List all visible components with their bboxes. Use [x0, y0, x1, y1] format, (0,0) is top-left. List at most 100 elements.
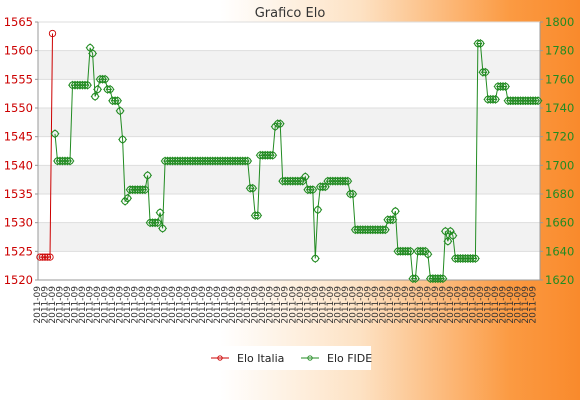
data-point-diamond — [155, 208, 165, 218]
data-point — [136, 186, 144, 194]
y-left-tick-label: 1550 — [4, 101, 33, 115]
x-tick-label: 2011-09 — [243, 286, 253, 324]
data-point-diamond — [405, 246, 415, 256]
data-point-diamond — [275, 119, 285, 129]
data-point — [401, 247, 410, 255]
x-tick-label: 2011-09 — [326, 286, 336, 324]
data-point — [424, 250, 432, 258]
data-point — [101, 75, 109, 83]
data-point — [489, 95, 497, 104]
data-point-diamond — [273, 119, 283, 129]
data-point — [239, 157, 247, 165]
y-right-tick-label: 1800 — [545, 15, 574, 29]
data-point-diamond — [475, 39, 485, 48]
data-point-diamond — [408, 274, 418, 284]
data-point-diamond — [435, 274, 445, 284]
legend-label: Elo Italia — [237, 352, 284, 365]
x-tick-label: 2011-09 — [198, 286, 208, 324]
data-point — [434, 274, 442, 283]
data-point — [416, 247, 425, 255]
data-point-diamond — [378, 225, 388, 235]
y-right-tick-label: 1740 — [545, 101, 574, 115]
x-tick-label: 2011-09 — [296, 286, 306, 324]
data-point — [376, 226, 384, 234]
x-tick-label: 2011-09 — [116, 286, 126, 324]
data-point — [319, 183, 327, 191]
data-point — [111, 97, 119, 105]
x-tick-label: 2011-09 — [483, 286, 493, 324]
data-point-diamond — [123, 193, 133, 203]
data-point-diamond — [103, 84, 113, 94]
data-point — [88, 49, 97, 58]
data-point — [141, 186, 149, 194]
x-tick-label: 2011-09 — [401, 286, 411, 324]
data-point — [481, 68, 490, 76]
data-point — [339, 177, 347, 185]
data-point-diamond — [443, 236, 453, 246]
data-point-diamond — [448, 231, 458, 241]
data-point — [379, 226, 387, 234]
x-tick-label: 2011-09 — [101, 286, 111, 324]
x-tick-label: 2011-09 — [258, 286, 268, 324]
data-point — [138, 186, 147, 194]
data-point-diamond — [93, 84, 103, 94]
chart-title: Grafico Elo — [255, 6, 326, 21]
data-point — [534, 97, 542, 105]
data-point — [411, 274, 420, 283]
x-tick-label: 2011-09 — [251, 286, 261, 324]
data-point-diamond — [531, 96, 540, 106]
x-tick-label: 2011-09 — [48, 286, 58, 324]
x-tick-label: 2011-09 — [236, 286, 246, 324]
legend-label: Elo FIDE — [327, 352, 372, 365]
y-left-tick-label: 1545 — [4, 130, 33, 144]
data-point — [501, 82, 510, 91]
data-point-diamond — [313, 205, 323, 215]
data-point — [151, 219, 159, 227]
data-point-diamond — [265, 150, 275, 160]
x-tick-label: 2011-09 — [521, 286, 531, 324]
data-point — [98, 75, 107, 83]
x-tick-label: 2011-09 — [71, 286, 81, 324]
x-tick-label: 2011-09 — [386, 286, 396, 324]
data-point — [143, 171, 152, 180]
data-point-diamond — [403, 246, 413, 256]
data-point-diamond — [150, 218, 160, 228]
data-point-diamond — [491, 94, 500, 104]
data-point — [113, 97, 122, 105]
x-tick-label: 2011-09 — [423, 286, 433, 324]
x-tick-label: 2011-09 — [33, 286, 43, 324]
data-point-diamond — [445, 226, 455, 236]
data-point — [381, 226, 389, 234]
x-tick-label: 2011-09 — [506, 286, 516, 324]
data-point — [409, 274, 417, 283]
data-point-diamond — [158, 223, 168, 233]
data-point-diamond — [470, 254, 480, 263]
data-point — [444, 237, 452, 245]
data-point — [349, 190, 357, 198]
data-point-diamond — [498, 82, 508, 91]
data-point — [96, 75, 104, 83]
data-point — [296, 177, 304, 185]
data-point-diamond — [345, 189, 355, 199]
data-point-diamond — [423, 249, 433, 259]
data-point-diamond — [380, 225, 390, 235]
x-tick-label: 2011-09 — [183, 286, 193, 324]
data-point — [106, 85, 114, 94]
data-point-diamond — [310, 254, 320, 263]
data-point-diamond — [390, 206, 400, 216]
data-point-diamond — [473, 39, 483, 48]
data-point-diamond — [318, 182, 328, 192]
x-tick-label: 2011-09 — [63, 286, 73, 324]
data-point — [391, 207, 400, 215]
y-right-tick-label: 1760 — [545, 72, 574, 86]
data-point — [38, 253, 47, 261]
data-point — [148, 219, 157, 227]
data-point — [153, 219, 162, 227]
data-point-diamond — [100, 74, 110, 84]
data-point — [496, 82, 505, 91]
grid-band — [38, 222, 540, 252]
data-point — [93, 85, 102, 94]
data-point — [436, 274, 445, 283]
data-point — [264, 151, 272, 159]
